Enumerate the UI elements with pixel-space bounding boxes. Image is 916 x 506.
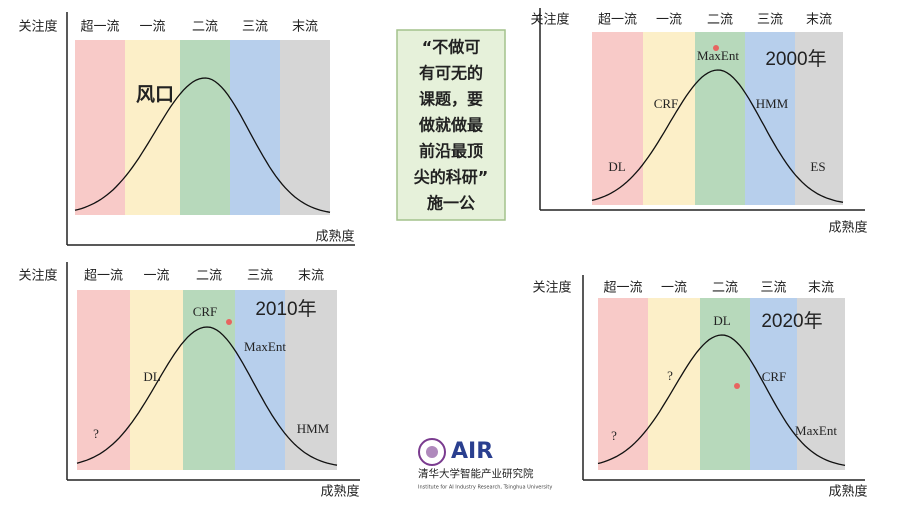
marker-dot xyxy=(734,383,740,389)
quote-line: 有可无的 xyxy=(419,64,483,83)
band-label: 一流 xyxy=(139,20,165,35)
y-axis-label: 关注度 xyxy=(532,280,571,296)
band xyxy=(183,290,235,470)
band xyxy=(235,290,285,470)
year-label: 2010年 xyxy=(255,298,316,320)
band-label: 超一流 xyxy=(80,20,119,35)
x-axis-label: 成熟度 xyxy=(315,229,354,245)
curve-label: CRF xyxy=(193,304,218,319)
quote-line: “不做可 xyxy=(422,38,481,57)
curve xyxy=(74,77,331,213)
band-label: 超一流 xyxy=(598,13,637,28)
quote-author: 施一公 xyxy=(427,194,475,213)
curve-label: HMM xyxy=(297,421,330,436)
marker-dot xyxy=(226,319,232,325)
curve-label: DL xyxy=(143,369,160,384)
band-label: 一流 xyxy=(656,13,682,28)
band-label: 二流 xyxy=(196,269,222,284)
band-label: 末流 xyxy=(298,269,324,284)
band-label: 三流 xyxy=(247,269,273,284)
curve-label: ? xyxy=(93,426,99,441)
band xyxy=(592,32,643,205)
band xyxy=(77,290,130,470)
quote-line: 做就做最 xyxy=(418,116,484,135)
band xyxy=(700,298,750,470)
band-label: 三流 xyxy=(760,281,786,296)
curve xyxy=(76,326,338,466)
band-label: 三流 xyxy=(757,13,783,28)
curve xyxy=(591,69,844,203)
band xyxy=(643,32,695,205)
curve-label: MaxEnt xyxy=(795,423,837,438)
band-label: 二流 xyxy=(707,13,733,28)
x-axis-label: 成熟度 xyxy=(320,484,359,500)
x-axis-label: 成熟度 xyxy=(828,220,867,236)
band-label: 二流 xyxy=(712,281,738,296)
band-label: 三流 xyxy=(242,20,268,35)
band xyxy=(285,290,337,470)
band xyxy=(180,40,230,215)
y-axis-label: 关注度 xyxy=(18,19,57,35)
band-label: 末流 xyxy=(292,20,318,35)
band xyxy=(230,40,280,215)
curve-label: HMM xyxy=(756,96,789,111)
curve-label: ? xyxy=(667,368,673,383)
band xyxy=(750,298,797,470)
logo-chinese: 清华大学智能产业研究院 xyxy=(418,467,534,480)
quote-line: 课题，要 xyxy=(419,90,483,109)
logo-name: AIR xyxy=(451,439,493,464)
band-label: 末流 xyxy=(806,13,832,28)
curve-label: 风口 xyxy=(136,84,174,106)
band-label: 超一流 xyxy=(603,281,642,296)
band xyxy=(695,32,745,205)
curve-label: CRF xyxy=(654,96,679,111)
quote-line: 尖的科研” xyxy=(414,168,489,187)
band xyxy=(797,298,845,470)
band xyxy=(130,290,183,470)
curve-label: ? xyxy=(611,428,617,443)
year-label: 2020年 xyxy=(761,310,822,332)
logo-emblem xyxy=(418,438,446,466)
band xyxy=(280,40,330,215)
band-label: 一流 xyxy=(143,269,169,284)
logo-english: Institute for AI Industry Research, Tsin… xyxy=(418,485,552,491)
band-label: 超一流 xyxy=(84,269,123,284)
band xyxy=(75,40,125,215)
band xyxy=(648,298,700,470)
band xyxy=(598,298,648,470)
y-axis-label: 关注度 xyxy=(530,12,569,28)
curve-label: CRF xyxy=(762,369,787,384)
year-label: 2000年 xyxy=(765,48,826,70)
band xyxy=(745,32,795,205)
quote-box xyxy=(396,29,506,221)
band-label: 二流 xyxy=(192,20,218,35)
marker-dot xyxy=(713,45,719,51)
curve-label: DL xyxy=(713,313,730,328)
curve-label: DL xyxy=(608,159,625,174)
curve-label: ES xyxy=(810,159,825,174)
band xyxy=(795,32,843,205)
band xyxy=(125,40,180,215)
curve-label: MaxEnt xyxy=(697,48,739,63)
curve xyxy=(597,334,846,467)
curve-label: MaxEnt xyxy=(244,339,286,354)
band-label: 一流 xyxy=(661,281,687,296)
band-label: 末流 xyxy=(808,281,834,296)
quote-line: 前沿最顶 xyxy=(419,142,483,161)
x-axis-label: 成熟度 xyxy=(828,484,867,500)
y-axis-label: 关注度 xyxy=(18,268,57,284)
